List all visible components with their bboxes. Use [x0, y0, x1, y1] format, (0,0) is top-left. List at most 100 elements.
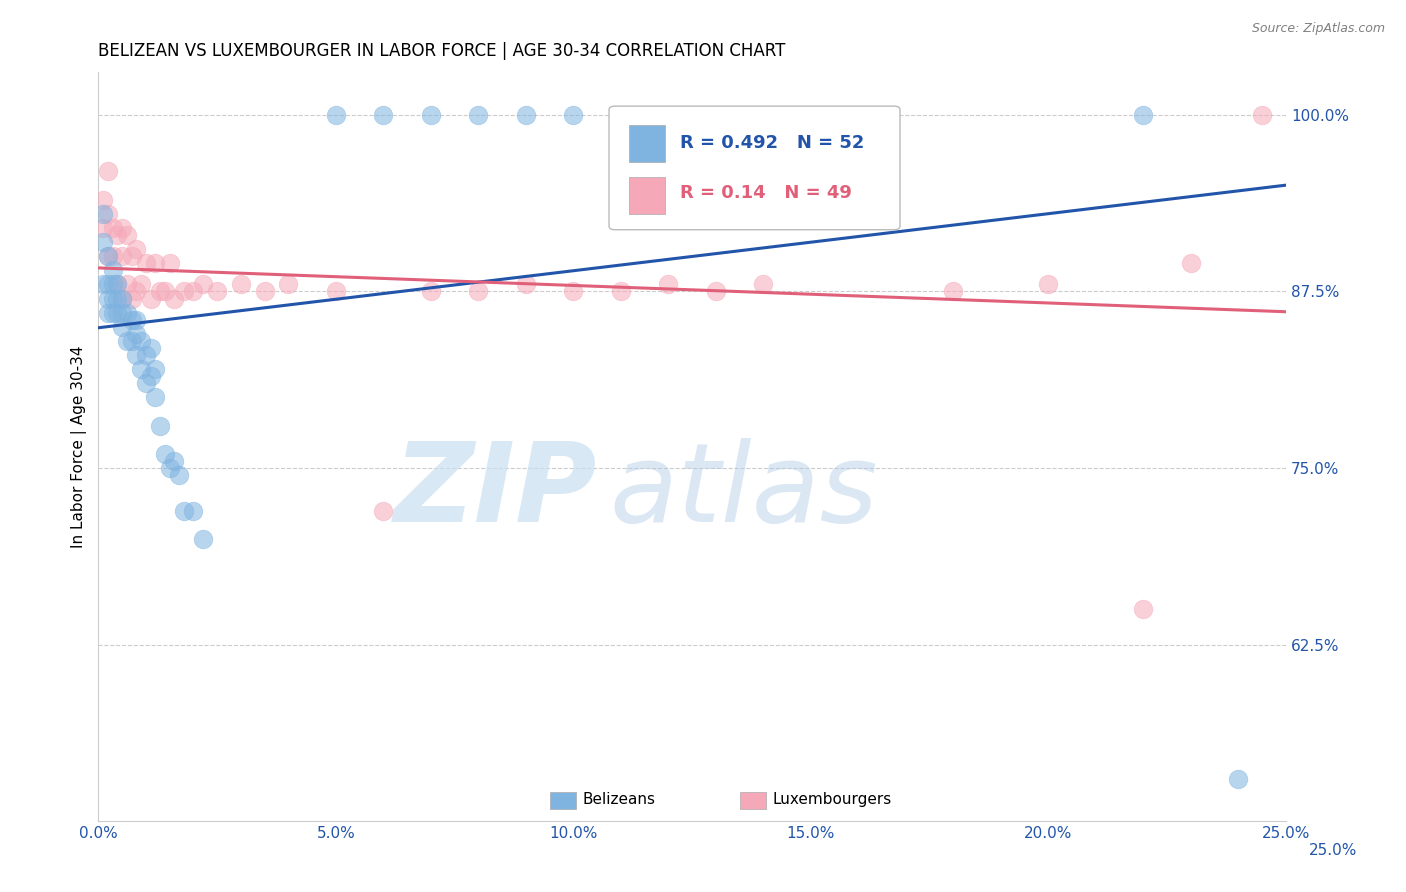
Point	[91, 207, 114, 221]
Point	[121, 249, 143, 263]
Point	[111, 292, 134, 306]
Point	[105, 306, 128, 320]
Point	[229, 277, 252, 292]
Point	[111, 319, 134, 334]
Point	[97, 277, 120, 292]
FancyBboxPatch shape	[609, 106, 900, 230]
Point	[101, 277, 124, 292]
Point	[101, 249, 124, 263]
Point	[125, 326, 148, 341]
Text: BELIZEAN VS LUXEMBOURGER IN LABOR FORCE | AGE 30-34 CORRELATION CHART: BELIZEAN VS LUXEMBOURGER IN LABOR FORCE …	[98, 42, 786, 60]
Point	[752, 108, 775, 122]
Point	[167, 468, 190, 483]
Point	[191, 277, 214, 292]
Point	[101, 292, 124, 306]
Point	[373, 108, 395, 122]
Point	[105, 227, 128, 242]
Point	[153, 447, 176, 461]
Point	[129, 334, 152, 348]
Bar	[550, 792, 576, 809]
Point	[515, 277, 537, 292]
Y-axis label: In Labor Force | Age 30-34: In Labor Force | Age 30-34	[72, 346, 87, 549]
Point	[121, 312, 143, 326]
Bar	[740, 792, 766, 809]
Point	[101, 220, 124, 235]
Point	[419, 285, 441, 299]
Point	[111, 292, 134, 306]
Point	[115, 334, 138, 348]
Point	[91, 193, 114, 207]
Point	[125, 242, 148, 256]
Point	[848, 108, 870, 122]
Point	[91, 277, 114, 292]
Point	[325, 285, 347, 299]
Point	[105, 277, 128, 292]
Point	[159, 256, 181, 270]
Point	[942, 285, 965, 299]
Point	[143, 256, 166, 270]
Point	[139, 292, 162, 306]
Point	[183, 285, 205, 299]
Point	[97, 249, 120, 263]
Point	[135, 376, 157, 391]
Point	[610, 285, 633, 299]
Point	[1251, 108, 1274, 122]
Point	[159, 461, 181, 475]
Point	[183, 503, 205, 517]
Point	[562, 108, 585, 122]
Point	[91, 220, 114, 235]
Point	[373, 503, 395, 517]
Point	[1180, 256, 1202, 270]
Point	[1038, 277, 1060, 292]
Point	[115, 277, 138, 292]
Point	[125, 348, 148, 362]
Point	[97, 249, 120, 263]
Point	[129, 277, 152, 292]
Point	[163, 292, 186, 306]
Point	[325, 108, 347, 122]
Point	[139, 341, 162, 355]
Bar	[630, 125, 665, 162]
Point	[149, 285, 172, 299]
Point	[97, 306, 120, 320]
Point	[657, 277, 679, 292]
Point	[163, 454, 186, 468]
Point	[1227, 772, 1250, 786]
Point	[139, 369, 162, 384]
Point	[97, 207, 120, 221]
Point	[115, 227, 138, 242]
Point	[101, 306, 124, 320]
Text: Luxembourgers: Luxembourgers	[773, 792, 893, 807]
Point	[1132, 602, 1154, 616]
Point	[121, 292, 143, 306]
Point	[101, 263, 124, 277]
Text: Source: ZipAtlas.com: Source: ZipAtlas.com	[1251, 22, 1385, 36]
Point	[129, 362, 152, 376]
Point	[704, 285, 727, 299]
Point	[610, 108, 633, 122]
Text: atlas: atlas	[609, 438, 877, 545]
Point	[205, 285, 228, 299]
Point	[111, 306, 134, 320]
Text: ZIP: ZIP	[394, 438, 598, 545]
Point	[173, 503, 195, 517]
Text: R = 0.14   N = 49: R = 0.14 N = 49	[681, 184, 852, 202]
Point	[173, 285, 195, 299]
Point	[125, 285, 148, 299]
Point	[135, 256, 157, 270]
Point	[97, 164, 120, 178]
Point	[111, 220, 134, 235]
Text: 25.0%: 25.0%	[1309, 843, 1357, 858]
Point	[848, 150, 870, 164]
Point	[657, 108, 679, 122]
Point	[153, 285, 176, 299]
Point	[562, 285, 585, 299]
Point	[125, 312, 148, 326]
Point	[115, 306, 138, 320]
Point	[191, 532, 214, 546]
Point	[277, 277, 299, 292]
Point	[105, 277, 128, 292]
Point	[467, 285, 489, 299]
Text: R = 0.492   N = 52: R = 0.492 N = 52	[681, 134, 865, 152]
Point	[143, 362, 166, 376]
